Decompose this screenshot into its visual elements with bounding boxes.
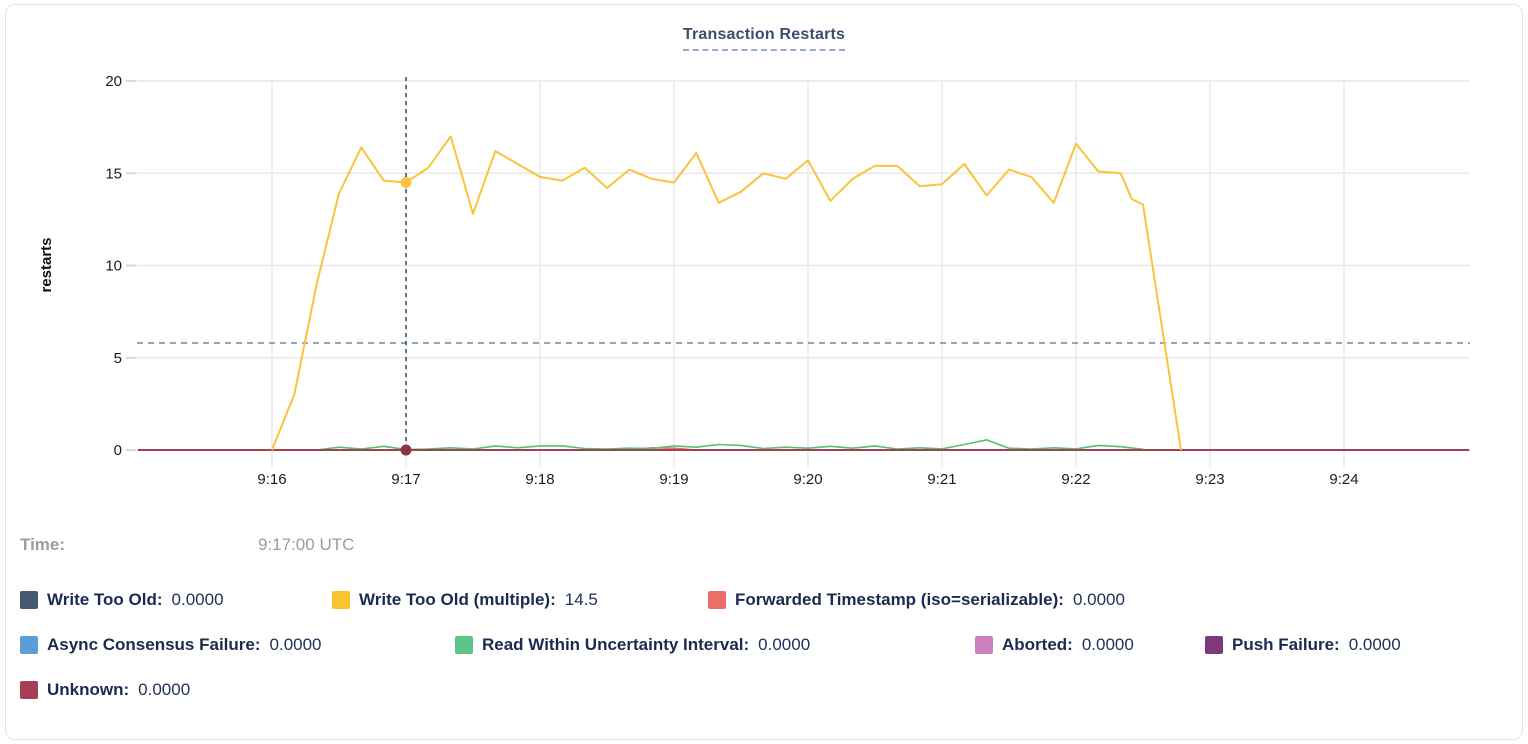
legend-swatch-icon xyxy=(20,591,38,609)
legend-item: Write Too Old: 0.0000 xyxy=(20,590,224,610)
series-line-read-within-uncertainty-interval xyxy=(316,439,1166,451)
legend-item: Forwarded Timestamp (iso=serializable): 0… xyxy=(708,590,1125,610)
x-tick-label: 9:23 xyxy=(1195,471,1224,488)
legend-label: Write Too Old: xyxy=(47,590,163,609)
legend-item: Async Consensus Failure: 0.0000 xyxy=(20,635,322,655)
chart-title[interactable]: Transaction Restarts xyxy=(682,26,846,51)
legend-value: 14.5 xyxy=(564,590,598,609)
x-tick-label: 9:20 xyxy=(793,471,822,488)
legend-value: 0.0000 xyxy=(171,590,224,609)
legend-label: Read Within Uncertainty Interval: xyxy=(482,635,750,654)
hover-time-value: 9:17:00 UTC xyxy=(258,535,355,554)
legend-value: 0.0000 xyxy=(758,635,811,654)
legend-swatch-icon xyxy=(708,591,726,609)
legend-label: Forwarded Timestamp (iso=serializable): xyxy=(735,590,1064,609)
legend-item: Unknown: 0.0000 xyxy=(20,680,190,700)
legend-value: 0.0000 xyxy=(1072,590,1125,609)
legend-label: Aborted: xyxy=(1002,635,1073,654)
y-tick-label: 20 xyxy=(105,73,122,90)
legend-value: 0.0000 xyxy=(1348,635,1401,654)
chart-title-row: Transaction Restarts xyxy=(0,26,1528,51)
legend-value: 0.0000 xyxy=(1081,635,1134,654)
legend-item: Push Failure: 0.0000 xyxy=(1205,635,1401,655)
legend-label: Async Consensus Failure: xyxy=(47,635,261,654)
x-tick-label: 9:17 xyxy=(391,471,420,488)
legend-label: Unknown: xyxy=(47,680,130,699)
legend-label: Push Failure: xyxy=(1232,635,1340,654)
x-tick-label: 9:22 xyxy=(1061,471,1090,488)
transaction-restarts-chart[interactable]: 0 5 10 15 20 9:16 9:17 9:18 9:19 9:20 9:21 9:22 9:23… xyxy=(0,0,1528,520)
legend-swatch-icon xyxy=(975,636,993,654)
legend-label: Write Too Old (multiple): xyxy=(359,590,556,609)
x-tick-label: 9:18 xyxy=(525,471,554,488)
hover-time-label: Time: xyxy=(20,535,66,554)
legend-swatch-icon xyxy=(20,636,38,654)
legend-swatch-icon xyxy=(455,636,473,654)
legend-item: Write Too Old (multiple): 14.5 xyxy=(332,590,598,610)
legend-swatch-icon xyxy=(20,681,38,699)
x-tick-label: 9:16 xyxy=(257,471,286,488)
series-line-write-too-old-multiple- xyxy=(271,135,1182,451)
legend-swatch-icon xyxy=(1205,636,1223,654)
hover-point-unknown xyxy=(400,444,412,456)
x-tick-label: 9:21 xyxy=(927,471,956,488)
hover-point-write-too-old-multiple- xyxy=(400,176,412,188)
legend-value: 0.0000 xyxy=(138,680,191,699)
y-tick-label: 15 xyxy=(105,165,122,182)
legend-value: 0.0000 xyxy=(269,635,322,654)
y-tick-label: 0 xyxy=(114,442,122,459)
y-tick-label: 5 xyxy=(114,350,122,367)
x-tick-label: 9:24 xyxy=(1329,471,1358,488)
x-tick-label: 9:19 xyxy=(659,471,688,488)
legend-swatch-icon xyxy=(332,591,350,609)
legend-item: Read Within Uncertainty Interval: 0.0000 xyxy=(455,635,810,655)
chart-card xyxy=(5,4,1523,740)
legend-item: Aborted: 0.0000 xyxy=(975,635,1134,655)
y-tick-label: 10 xyxy=(105,258,122,275)
